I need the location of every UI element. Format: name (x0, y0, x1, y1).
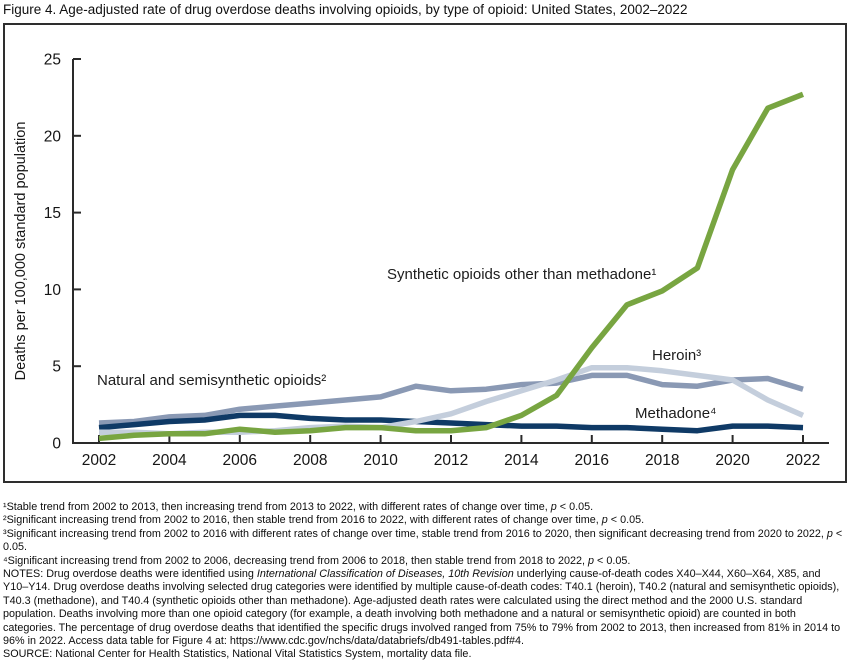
text-run: < 0.05. (607, 514, 645, 527)
italic-text: p (550, 501, 557, 513)
series-label-natural: Natural and semisynthetic opioids² (97, 372, 326, 389)
line-chart: 0 5 10 15 20 25 2002 2004 2006 2008 2010 2012 2014 20… (13, 52, 829, 469)
x-tick-label: 2006 (223, 452, 257, 469)
x-tick-label: 2022 (786, 452, 820, 469)
text-run: < 0.05. (556, 501, 594, 513)
footnote-3: ³Significant increasing trend from 2002 … (3, 528, 848, 555)
text-run: SOURCE: National Center for Health Stati… (3, 648, 472, 661)
series-label-heroin: Heroin³ (652, 347, 701, 364)
text-run: NOTES: Drug overdose deaths were identif… (3, 568, 257, 581)
x-tick-label: 2016 (575, 452, 609, 469)
y-axis-title: Deaths per 100,000 standard population (13, 122, 29, 381)
italic-text: p (588, 554, 595, 567)
text-run: underlying cause-of-death codes X40–X44,… (3, 568, 841, 648)
y-tick-label: 15 (44, 205, 61, 222)
y-tick-label: 20 (44, 128, 62, 145)
y-tick-label: 10 (44, 282, 62, 299)
notes-paragraph: NOTES: Drug overdose deaths were identif… (3, 568, 848, 648)
x-tick-label: 2004 (152, 452, 187, 469)
series-label-methadone: Methadone⁴ (635, 405, 717, 422)
source-line: SOURCE: National Center for Health Stati… (3, 648, 848, 661)
text-run: ¹Stable trend from 2002 to 2013, then in… (3, 501, 551, 513)
series-line-synthetic (98, 91, 805, 442)
text-run: ³Significant increasing trend from 2002 … (3, 527, 827, 540)
footnote-4: ⁴Significant increasing trend from 2002 … (3, 555, 848, 568)
chart-frame: 0 5 10 15 20 25 2002 2004 2006 2008 2010 2012 2014 20… (3, 23, 847, 483)
axis-line (72, 59, 829, 444)
italic-text: p (826, 527, 833, 540)
text-run: < 0.05. (3, 527, 843, 554)
x-tick-label: 2008 (293, 452, 327, 469)
text-run: ²Significant increasing trend from 2002 … (3, 514, 602, 527)
y-tick-label: 25 (44, 52, 61, 69)
italic-text: p (601, 514, 608, 527)
x-tick-label: 2018 (645, 452, 679, 469)
footnotes-block: ¹Stable trend from 2002 to 2013, then in… (3, 501, 848, 662)
x-tick-label: 2020 (715, 452, 750, 469)
figure-title: Figure 4. Age-adjusted rate of drug over… (3, 2, 688, 17)
y-tick-label: 5 (52, 359, 61, 376)
series-label-synthetic: Synthetic opioids other than methadone¹ (387, 266, 656, 283)
x-tick-label: 2014 (504, 452, 539, 469)
y-tick-label: 0 (52, 436, 61, 453)
footnote-1: ¹Stable trend from 2002 to 2013, then in… (3, 501, 848, 514)
x-tick-label: 2012 (434, 452, 468, 469)
series-line-natural (98, 372, 804, 426)
x-tick-label: 2002 (82, 452, 116, 469)
text-run: < 0.05. (594, 554, 631, 567)
x-tick-label: 2010 (363, 452, 398, 469)
footnote-2: ²Significant increasing trend from 2002 … (3, 514, 848, 527)
series-line-methadone (98, 412, 804, 434)
text-run: ⁴Significant increasing trend from 2002 … (3, 554, 589, 567)
italic-text: International Classification of Diseases… (256, 568, 514, 581)
